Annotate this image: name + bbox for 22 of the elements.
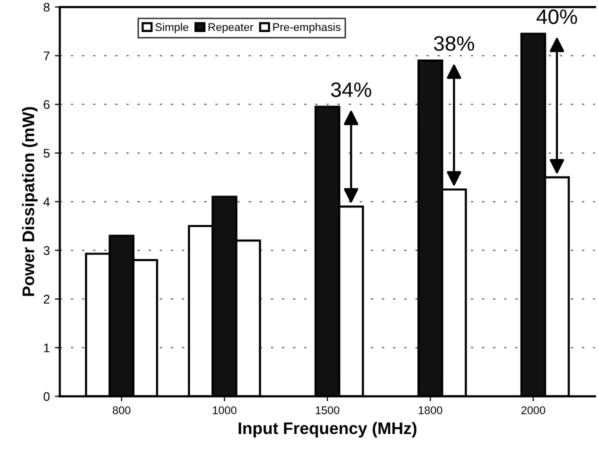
- x-tick-label: 1500: [316, 406, 340, 414]
- annotation: 38%: [434, 36, 474, 51]
- y-tick-label: 8: [44, 2, 50, 12]
- y-tick-label: 6: [44, 100, 50, 110]
- y-tick-label: 1: [44, 344, 50, 352]
- x-tick-label: 1000: [212, 406, 236, 414]
- y-tick-label: 5: [44, 148, 50, 158]
- x-tick-label: 800: [112, 406, 130, 414]
- annotation: 34%: [331, 82, 372, 98]
- x-tick-label: 2000: [521, 406, 546, 414]
- y-tick-label: 3: [44, 246, 50, 255]
- legend-label: Pre-emphasis: [273, 22, 340, 34]
- y-tick-label: 7: [44, 52, 50, 60]
- x-axis-title: Input Frequency (MHz): [238, 422, 416, 438]
- legend-label: Simple: [155, 22, 188, 34]
- y-tick-label: 2: [44, 294, 50, 304]
- annotation: 40%: [536, 9, 578, 24]
- y-tick-label: 4: [43, 198, 50, 206]
- y-axis-title: Power Dissipation (mW): [22, 107, 38, 296]
- y-tick-label: 0: [44, 392, 50, 401]
- legend-label: Repeater: [208, 23, 254, 34]
- x-tick-label: 1800: [418, 406, 442, 414]
